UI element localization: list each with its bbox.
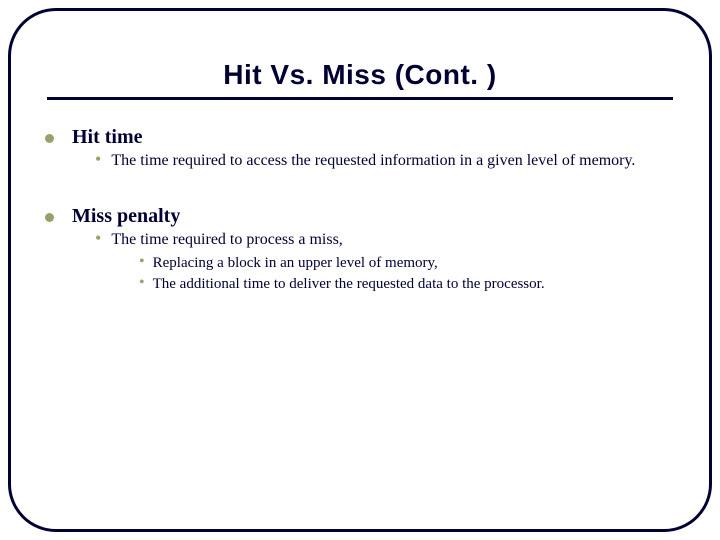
section-item-text: The time required to process a miss, xyxy=(111,230,343,250)
section-gap xyxy=(45,175,679,205)
bullet-dot-icon: • xyxy=(139,256,145,268)
section-item: • The time required to access the reques… xyxy=(95,151,679,171)
slide-frame: Hit Vs. Miss (Cont. ) Hit time • The tim… xyxy=(8,8,712,532)
bullet-dot-icon: • xyxy=(95,153,101,165)
section-heading: Miss penalty xyxy=(45,205,679,228)
bullet-disc-icon xyxy=(45,213,54,222)
section-heading-text: Hit time xyxy=(72,126,143,149)
bullet-dot-icon: • xyxy=(95,232,101,244)
section-heading-text: Miss penalty xyxy=(72,205,180,228)
slide-content: Hit time • The time required to access t… xyxy=(41,126,679,294)
section-subitem: • The additional time to deliver the req… xyxy=(139,275,679,294)
bullet-dot-icon: • xyxy=(139,277,145,289)
bullet-disc-icon xyxy=(45,134,54,143)
section-subitem: • Replacing a block in an upper level of… xyxy=(139,254,679,273)
slide-title: Hit Vs. Miss (Cont. ) xyxy=(41,59,679,91)
title-rule xyxy=(47,97,673,100)
section-heading: Hit time xyxy=(45,126,679,149)
section-item-text: The time required to access the requeste… xyxy=(111,151,635,171)
section-subitem-text: Replacing a block in an upper level of m… xyxy=(153,254,438,273)
section-item: • The time required to process a miss, xyxy=(95,230,679,250)
section-subitem-text: The additional time to deliver the reque… xyxy=(153,275,545,294)
